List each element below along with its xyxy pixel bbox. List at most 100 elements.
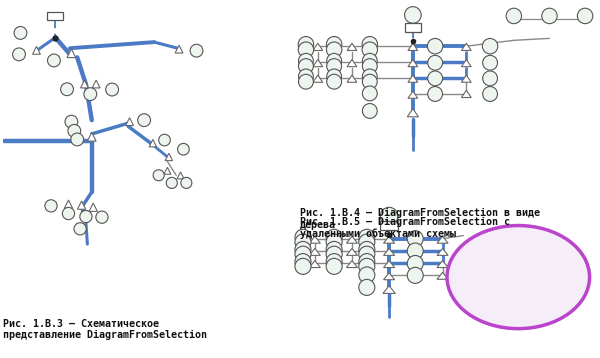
Ellipse shape (62, 207, 74, 219)
Ellipse shape (428, 55, 443, 70)
Polygon shape (347, 59, 357, 67)
Ellipse shape (362, 37, 377, 52)
Ellipse shape (482, 55, 497, 70)
Polygon shape (164, 167, 171, 174)
Text: Рис. 1.В.3 – Схематическое
представление DiagramFromSelection: Рис. 1.В.3 – Схематическое представление… (3, 319, 207, 340)
Polygon shape (346, 248, 358, 255)
Polygon shape (67, 49, 76, 58)
Polygon shape (64, 200, 73, 208)
Polygon shape (177, 172, 184, 179)
Ellipse shape (68, 125, 80, 137)
Ellipse shape (327, 74, 341, 89)
Ellipse shape (359, 241, 375, 257)
Ellipse shape (153, 170, 164, 181)
Ellipse shape (178, 144, 189, 155)
Ellipse shape (407, 267, 423, 284)
Polygon shape (309, 248, 320, 255)
Polygon shape (408, 59, 418, 67)
Polygon shape (383, 286, 395, 294)
Ellipse shape (138, 114, 151, 127)
Ellipse shape (327, 69, 341, 84)
Ellipse shape (428, 71, 443, 86)
Ellipse shape (65, 115, 78, 128)
Polygon shape (437, 236, 448, 243)
Ellipse shape (362, 59, 377, 73)
Ellipse shape (106, 83, 119, 96)
Polygon shape (125, 118, 134, 126)
Ellipse shape (359, 267, 375, 283)
Ellipse shape (298, 42, 314, 57)
Ellipse shape (299, 69, 313, 84)
Polygon shape (408, 43, 418, 50)
Ellipse shape (295, 258, 311, 274)
Ellipse shape (447, 226, 590, 329)
Ellipse shape (61, 83, 73, 96)
Ellipse shape (362, 103, 377, 118)
Ellipse shape (542, 8, 557, 24)
Polygon shape (77, 201, 86, 209)
Ellipse shape (45, 200, 57, 212)
Polygon shape (347, 75, 357, 82)
Ellipse shape (359, 279, 375, 295)
Polygon shape (92, 80, 100, 88)
Ellipse shape (326, 258, 342, 274)
Ellipse shape (74, 223, 86, 235)
Polygon shape (461, 90, 471, 97)
Polygon shape (175, 45, 183, 53)
Polygon shape (383, 261, 395, 267)
Polygon shape (437, 261, 448, 267)
Polygon shape (408, 91, 418, 98)
Ellipse shape (158, 134, 170, 146)
Ellipse shape (190, 44, 203, 57)
Ellipse shape (326, 241, 342, 257)
Polygon shape (346, 261, 358, 267)
Text: Рис. 1.В.4 – DiagramFromSelection в виде
дерева: Рис. 1.В.4 – DiagramFromSelection в виде… (300, 208, 540, 230)
Polygon shape (461, 43, 471, 50)
Polygon shape (80, 80, 88, 88)
Ellipse shape (295, 234, 311, 250)
Ellipse shape (359, 234, 375, 250)
Ellipse shape (359, 253, 375, 270)
Polygon shape (461, 59, 471, 67)
Polygon shape (383, 273, 395, 280)
Polygon shape (313, 59, 323, 67)
Ellipse shape (428, 87, 443, 101)
Ellipse shape (166, 177, 178, 188)
Polygon shape (88, 132, 96, 141)
Ellipse shape (326, 37, 342, 52)
Ellipse shape (96, 211, 108, 223)
Ellipse shape (295, 241, 311, 257)
Text: Рис. 1.В.5 – DiagramFromSelection с
удаленными объектами схемы: Рис. 1.В.5 – DiagramFromSelection с удал… (300, 217, 510, 239)
Ellipse shape (407, 243, 423, 259)
Ellipse shape (14, 26, 27, 39)
Ellipse shape (71, 133, 83, 146)
Ellipse shape (482, 71, 497, 86)
Polygon shape (313, 43, 323, 50)
Polygon shape (309, 261, 320, 267)
Ellipse shape (427, 38, 443, 54)
Ellipse shape (13, 48, 25, 61)
Polygon shape (346, 236, 358, 243)
Ellipse shape (326, 229, 342, 245)
Polygon shape (89, 203, 97, 212)
Ellipse shape (577, 8, 593, 24)
Ellipse shape (84, 88, 97, 101)
Ellipse shape (362, 86, 377, 101)
Ellipse shape (299, 53, 313, 68)
Ellipse shape (380, 207, 398, 225)
Ellipse shape (295, 229, 311, 245)
Bar (380, 221, 398, 230)
Ellipse shape (327, 53, 341, 68)
Ellipse shape (295, 253, 311, 270)
Polygon shape (437, 248, 448, 255)
Bar (47, 12, 64, 20)
Polygon shape (313, 75, 323, 82)
Polygon shape (461, 75, 471, 82)
Ellipse shape (407, 231, 423, 247)
Bar (404, 23, 421, 32)
Polygon shape (383, 248, 395, 255)
Polygon shape (32, 47, 40, 54)
Ellipse shape (506, 8, 521, 24)
Ellipse shape (326, 246, 342, 262)
Ellipse shape (362, 74, 377, 89)
